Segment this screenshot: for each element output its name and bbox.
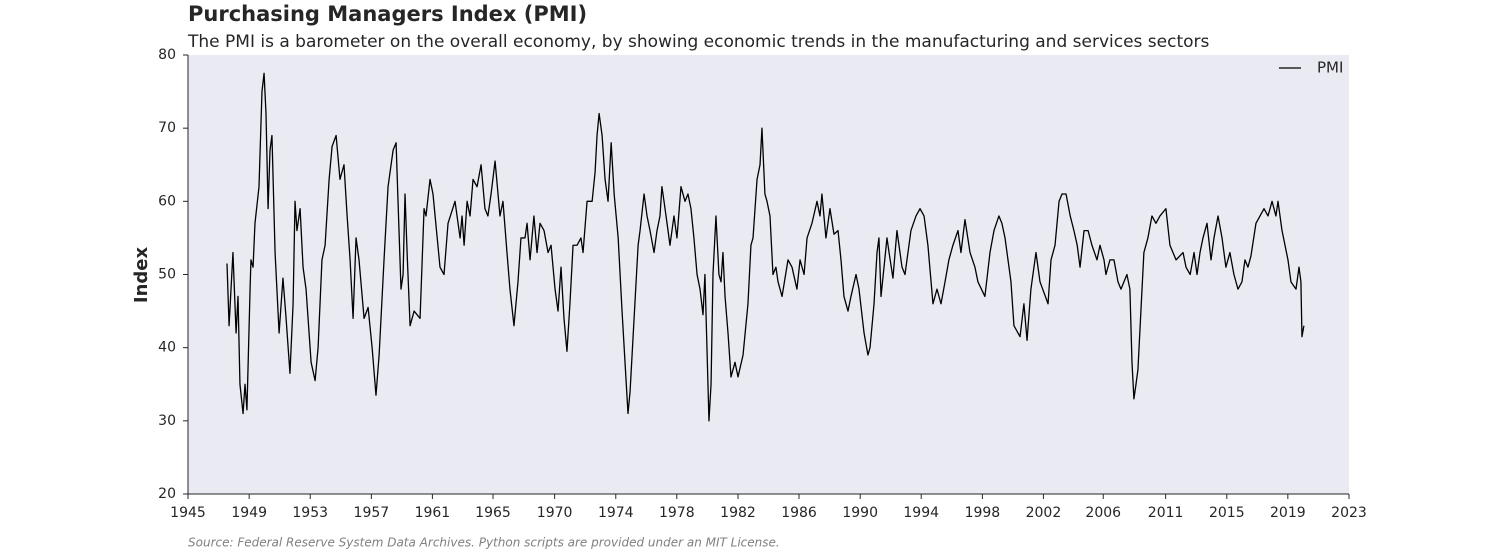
legend-label: PMI (1317, 59, 1343, 77)
x-tick-label: 2011 (1148, 505, 1184, 521)
y-tick-label: 60 (158, 193, 176, 209)
x-tick-label: 1949 (231, 505, 267, 521)
x-tick-label: 1953 (292, 505, 328, 521)
x-tick-label: 1970 (537, 505, 573, 521)
y-tick-label: 20 (158, 486, 176, 502)
x-tick-label: 1982 (720, 505, 756, 521)
source-note: Source: Federal Reserve System Data Arch… (188, 536, 780, 550)
x-tick-label: 1945 (170, 505, 206, 521)
y-tick-label: 80 (158, 47, 176, 63)
y-tick-label: 70 (158, 120, 176, 136)
x-tick-label: 1994 (903, 505, 939, 521)
data-line (226, 72, 1305, 422)
x-tick-label: 2023 (1331, 505, 1367, 521)
y-axis-label: Index (131, 247, 152, 304)
chart-subtitle: The PMI is a barometer on the overall ec… (187, 32, 1210, 52)
y-tick-label: 50 (158, 267, 176, 283)
x-tick-label: 2015 (1209, 505, 1245, 521)
x-tick-label: 1961 (415, 505, 451, 521)
x-tick-label: 1990 (842, 505, 878, 521)
y-tick-label: 40 (158, 340, 176, 356)
x-tick-label: 2002 (1026, 505, 1062, 521)
x-tick-label: 1998 (965, 505, 1001, 521)
x-tick-label: 2006 (1085, 505, 1121, 521)
x-tick-label: 1974 (598, 505, 634, 521)
x-tick-label: 1978 (659, 505, 695, 521)
plot-area (188, 55, 1349, 494)
y-tick-label: 30 (158, 413, 176, 429)
x-tick-label: 1965 (475, 505, 511, 521)
chart-title: Purchasing Managers Index (PMI) (188, 2, 587, 26)
x-tick-label: 1957 (354, 505, 390, 521)
x-tick-label: 2019 (1270, 505, 1306, 521)
x-tick-label: 1986 (781, 505, 817, 521)
